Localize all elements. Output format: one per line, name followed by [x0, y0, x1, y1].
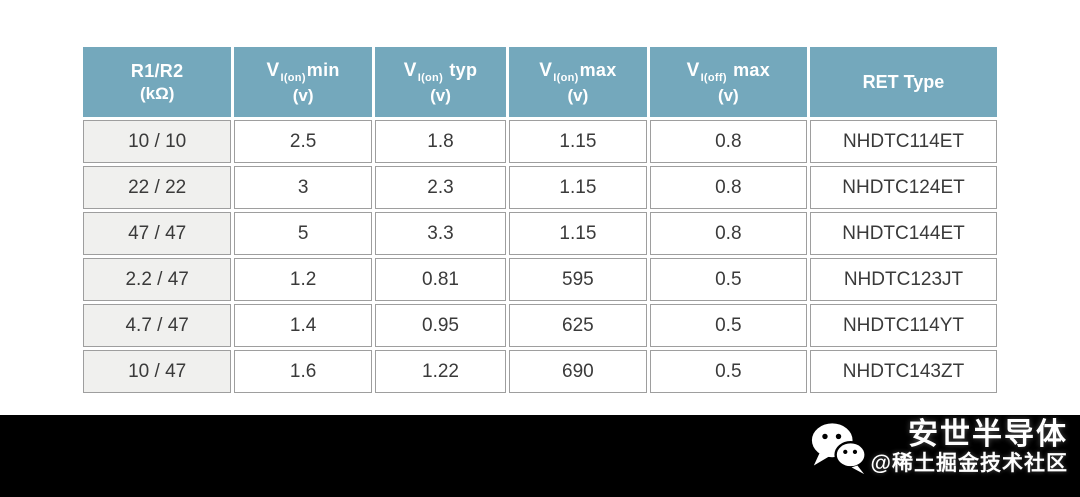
header-r1r2-unit: (kΩ) [139, 84, 175, 103]
ret-spec-table: R1/R2 (kΩ) VI(on)min (v) VI(on) typ (v) … [80, 44, 1000, 396]
watermark: 安世半导体 @稀土掘金技术社区 [809, 418, 1068, 478]
cell-vion-typ: 0.95 [374, 304, 507, 347]
cell-ret-type: NHDTC114YT [809, 304, 997, 347]
subscript-ioff: I(off) [700, 71, 727, 84]
cell-ret-type: NHDTC144ET [809, 212, 997, 255]
header-r1r2-label: R1/R2 [130, 61, 184, 81]
watermark-brand: 安世半导体 [908, 418, 1068, 451]
col-header-r1r2: R1/R2 (kΩ) [83, 47, 232, 117]
cell-vion-typ: 1.22 [374, 350, 507, 393]
header-vion-max-label: VI(on)max [509, 58, 647, 85]
cell-vion-max: 690 [509, 350, 647, 393]
header-row: R1/R2 (kΩ) VI(on)min (v) VI(on) typ (v) … [83, 47, 997, 117]
cell-r1r2: 10 / 47 [83, 350, 232, 393]
cell-vion-max: 1.15 [509, 212, 647, 255]
watermark-text: 安世半导体 @稀土掘金技术社区 [871, 418, 1068, 475]
watermark-community: @稀土掘金技术社区 [870, 452, 1068, 475]
header-vion-typ-label: VI(on) typ [375, 58, 506, 85]
cell-vion-typ: 3.3 [374, 212, 507, 255]
table-row: 47 / 47 5 3.3 1.15 0.8 NHDTC144ET [83, 212, 997, 255]
col-header-vion-max: VI(on)max (v) [509, 47, 647, 117]
subscript-ion: I(on) [417, 71, 444, 84]
cell-vion-min: 3 [234, 166, 372, 209]
cell-ret-type: NHDTC114ET [809, 120, 997, 163]
cell-vioff-max: 0.5 [649, 304, 807, 347]
table-row: 22 / 22 3 2.3 1.15 0.8 NHDTC124ET [83, 166, 997, 209]
cell-vion-min: 1.2 [234, 258, 372, 301]
cell-vioff-max: 0.8 [649, 166, 807, 209]
cell-ret-type: NHDTC123JT [809, 258, 997, 301]
header-vion-min-unit: (v) [292, 85, 314, 105]
header-vion-typ-unit: (v) [430, 85, 451, 105]
col-header-vioff-max: VI(off) max (v) [649, 47, 807, 117]
cell-vion-min: 5 [234, 212, 372, 255]
table-row: 10 / 10 2.5 1.8 1.15 0.8 NHDTC114ET [83, 120, 997, 163]
cell-r1r2: 4.7 / 47 [83, 304, 232, 347]
col-header-vion-min: VI(on)min (v) [234, 47, 372, 117]
header-vion-max-unit: (v) [567, 85, 589, 105]
cell-vion-min: 2.5 [234, 120, 372, 163]
cell-r1r2: 2.2 / 47 [83, 258, 232, 301]
footer-watermark-bar: 安世半导体 @稀土掘金技术社区 [0, 415, 1080, 497]
cell-vion-max: 1.15 [509, 166, 647, 209]
cell-r1r2: 47 / 47 [83, 212, 232, 255]
col-header-vion-typ: VI(on) typ (v) [374, 47, 507, 117]
cell-vion-typ: 1.8 [374, 120, 507, 163]
cell-vion-max: 595 [509, 258, 647, 301]
cell-vion-min: 1.4 [234, 304, 372, 347]
cell-vion-min: 1.6 [234, 350, 372, 393]
table-row: 4.7 / 47 1.4 0.95 625 0.5 NHDTC114YT [83, 304, 997, 347]
subscript-ion: I(on) [553, 71, 579, 84]
cell-vion-max: 1.15 [509, 120, 647, 163]
cell-vioff-max: 0.5 [649, 258, 807, 301]
header-ret-type-label: RET Type [862, 71, 945, 92]
cell-vioff-max: 0.5 [649, 350, 807, 393]
cell-vion-typ: 0.81 [374, 258, 507, 301]
wechat-icon [809, 420, 869, 478]
col-header-ret-type: RET Type [809, 47, 997, 117]
header-vioff-max-unit: (v) [717, 85, 739, 105]
subscript-ion: I(on) [280, 71, 306, 84]
table-row: 2.2 / 47 1.2 0.81 595 0.5 NHDTC123JT [83, 258, 997, 301]
table-row: 10 / 47 1.6 1.22 690 0.5 NHDTC143ZT [83, 350, 997, 393]
cell-vion-typ: 2.3 [374, 166, 507, 209]
cell-vioff-max: 0.8 [649, 120, 807, 163]
cell-r1r2: 22 / 22 [83, 166, 232, 209]
cell-vion-max: 625 [509, 304, 647, 347]
cell-r1r2: 10 / 10 [83, 120, 232, 163]
cell-vioff-max: 0.8 [649, 212, 807, 255]
cell-ret-type: NHDTC143ZT [809, 350, 997, 393]
cell-ret-type: NHDTC124ET [809, 166, 997, 209]
header-vioff-max-label: VI(off) max [650, 58, 807, 85]
header-vion-min-label: VI(on)min [234, 58, 372, 85]
